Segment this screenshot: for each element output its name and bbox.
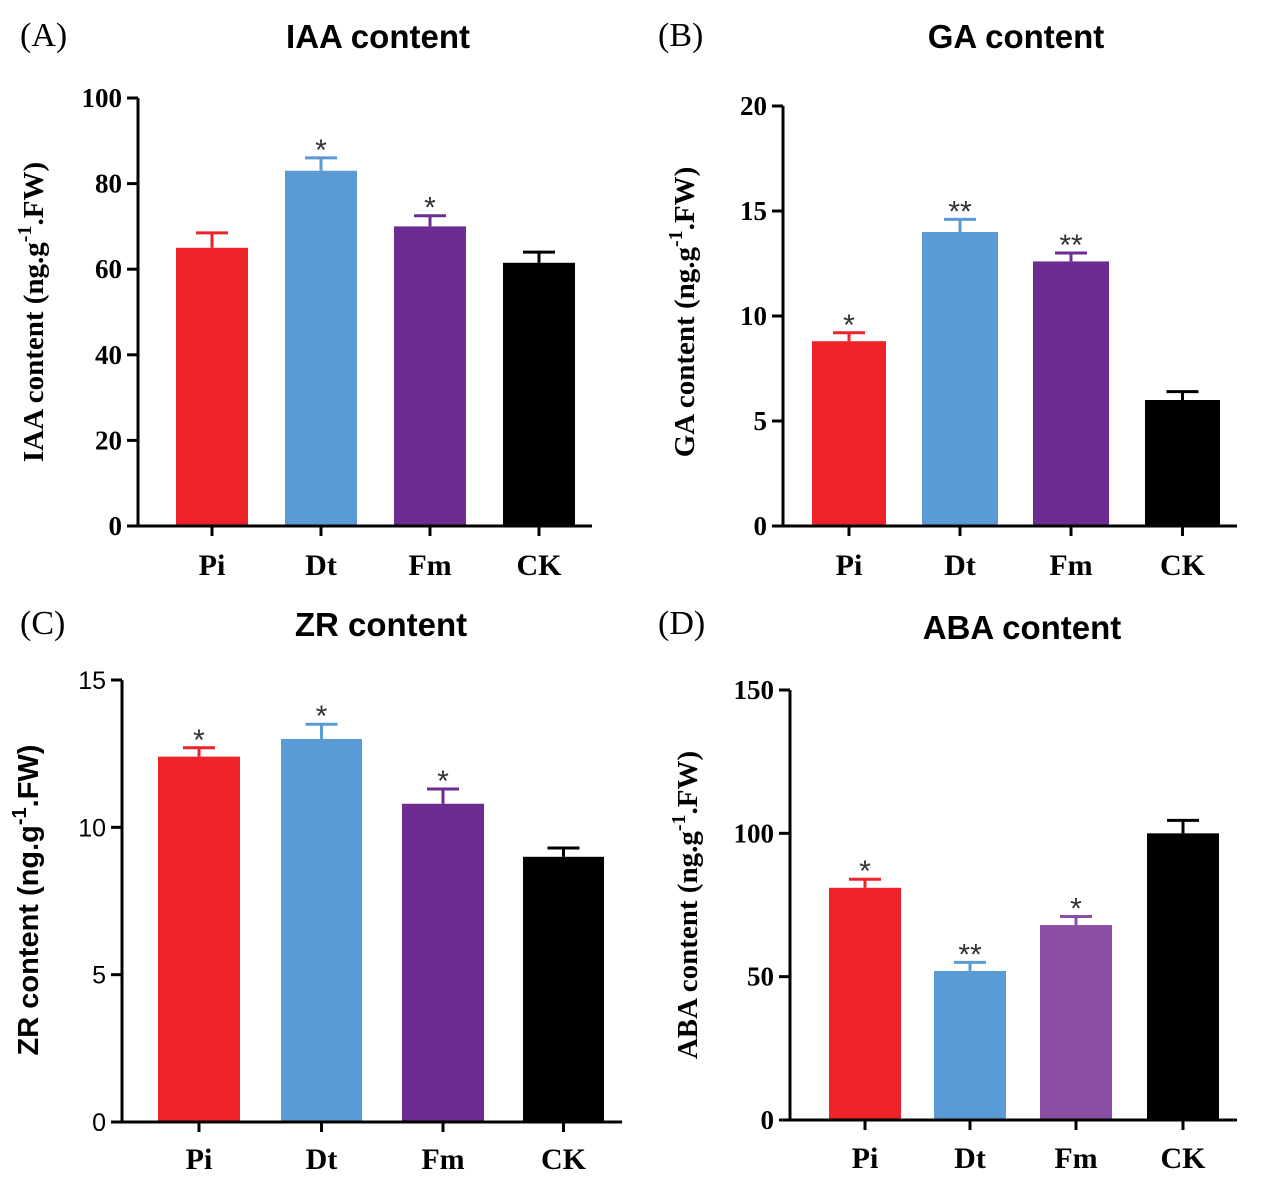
y-axis-title: ABA content (ng.g-1.FW) — [668, 751, 704, 1059]
y-tick-label: 20 — [740, 91, 767, 121]
panel-label: (C) — [20, 605, 65, 642]
significance-label: * — [437, 765, 449, 798]
bar-dt — [922, 232, 998, 526]
y-tick-label: 50 — [747, 962, 774, 992]
y-tick-label: 15 — [78, 667, 106, 695]
bar-fm — [402, 803, 484, 1122]
y-axis-title-tail: .FW) — [672, 751, 704, 815]
bar-pi — [829, 887, 901, 1120]
significance-label: * — [1070, 892, 1082, 925]
significance-label: ** — [948, 195, 972, 228]
bar-pi — [812, 341, 886, 526]
y-axis-title: IAA content (ng.g-1.FW) — [14, 162, 50, 462]
y-tick-label: 10 — [78, 814, 106, 842]
y-axis-title-main: GA content (ng.g — [669, 247, 701, 458]
bar-ck — [503, 262, 575, 526]
bar-fm — [1040, 925, 1112, 1120]
x-tick-label: Fm — [1054, 1142, 1097, 1175]
panel-label: (D) — [658, 605, 705, 642]
significance-label: * — [193, 724, 205, 757]
y-axis-title: GA content (ng.g-1.FW) — [665, 167, 701, 458]
bar-dt — [934, 970, 1006, 1120]
x-tick-label: Pi — [836, 549, 863, 582]
chart-title: GA content — [928, 18, 1105, 55]
y-axis-title: ZR content (ng.g-1.FW) — [9, 745, 45, 1056]
x-tick-label: CK — [517, 549, 563, 582]
y-axis-title-sup: -1 — [14, 226, 36, 243]
panel-label: (B) — [658, 17, 703, 54]
significance-label: ** — [958, 938, 982, 971]
x-tick-label: Pi — [199, 549, 226, 582]
x-tick-label: Dt — [954, 1142, 986, 1175]
y-tick-label: 80 — [95, 169, 122, 199]
y-tick-label: 20 — [95, 425, 122, 455]
bar-fm — [1033, 261, 1109, 526]
y-axis-title-main: IAA content (ng.g — [18, 242, 50, 462]
y-tick-label: 5 — [92, 962, 106, 990]
chart-panel-2: (B) GA content GA content (ng.g-1.FW) * Pi **… — [658, 17, 1237, 582]
significance-label: * — [316, 700, 328, 733]
bar-dt — [281, 738, 362, 1122]
y-tick-label: 0 — [761, 1105, 775, 1135]
bar-dt — [285, 170, 357, 526]
bar-ck — [1145, 400, 1220, 526]
y-tick-label: 150 — [734, 675, 775, 705]
chart-title: ZR content — [295, 606, 467, 643]
significance-label: * — [315, 134, 327, 167]
chart-title: IAA content — [286, 18, 470, 55]
y-tick-label: 10 — [740, 301, 767, 331]
bar-pi — [176, 247, 248, 527]
x-tick-label: Pi — [852, 1142, 879, 1175]
y-axis-title-main: ABA content (ng.g — [672, 831, 704, 1059]
y-tick-label: 0 — [754, 511, 768, 541]
chart-panel-3: (C) ZR content ZR content (ng.g-1.FW) * Pi * D… — [9, 605, 622, 1176]
x-tick-label: Dt — [305, 549, 337, 582]
y-axis-title-main: ZR content (ng.g — [13, 825, 45, 1055]
significance-label: * — [843, 309, 855, 342]
panel-label: (A) — [20, 17, 67, 54]
x-tick-label: Pi — [186, 1143, 213, 1176]
y-axis-title-tail: .FW) — [13, 745, 45, 808]
y-axis-title-sup: -1 — [9, 807, 31, 825]
chart-title: ABA content — [923, 609, 1122, 646]
y-tick-label: 60 — [95, 254, 122, 284]
significance-label: * — [859, 855, 871, 888]
y-tick-label: 0 — [92, 1109, 106, 1137]
y-axis-title-sup: -1 — [668, 814, 690, 831]
x-tick-label: CK — [1161, 1142, 1207, 1175]
bar-ck — [1147, 833, 1219, 1120]
y-tick-label: 100 — [82, 83, 123, 113]
y-axis-title-tail: .FW) — [669, 167, 701, 231]
x-tick-label: Fm — [1049, 549, 1092, 582]
x-tick-label: Fm — [421, 1143, 464, 1176]
significance-label: ** — [1059, 229, 1083, 262]
x-tick-label: Dt — [306, 1143, 338, 1176]
y-tick-label: 100 — [734, 818, 775, 848]
bar-fm — [394, 226, 466, 526]
y-axis-title-sup: -1 — [665, 230, 687, 247]
x-tick-label: Dt — [944, 549, 976, 582]
y-tick-label: 15 — [740, 196, 767, 226]
y-tick-label: 40 — [95, 340, 122, 370]
y-axis-title-tail: .FW) — [18, 162, 50, 226]
y-tick-label: 0 — [109, 511, 123, 541]
x-tick-label: CK — [541, 1143, 587, 1176]
x-tick-label: Fm — [408, 549, 451, 582]
chart-panel-1: (A) IAA content IAA content (ng.g-1.FW) Pi *… — [14, 17, 592, 582]
chart-panel-4: (D) ABA content ABA content (ng.g-1.FW) * Pi… — [658, 605, 1237, 1175]
bar-pi — [158, 756, 240, 1122]
x-tick-label: CK — [1160, 549, 1206, 582]
y-tick-label: 5 — [754, 406, 768, 436]
significance-label: * — [424, 192, 436, 225]
bar-ck — [523, 856, 604, 1122]
